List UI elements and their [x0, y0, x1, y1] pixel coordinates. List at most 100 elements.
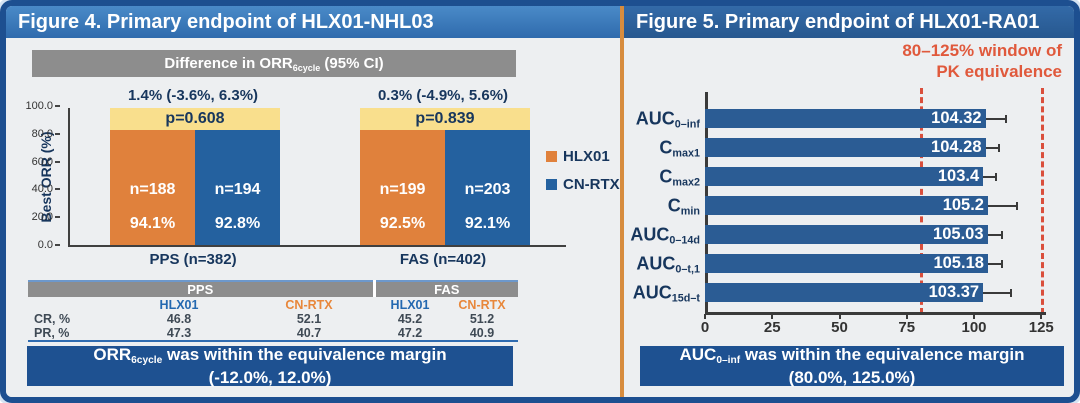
equivalence-line-125	[1041, 88, 1045, 314]
panel-divider	[620, 6, 624, 397]
param-main: C	[667, 195, 681, 215]
row-label: CR, %	[34, 312, 71, 326]
pk-bar: 105.03	[705, 225, 988, 244]
param-sub: 0–14d	[669, 234, 700, 247]
figure5-body: 80–125% window of PK equivalence AUC0–in…	[624, 38, 1074, 397]
ci-label-fas: 0.3% (-4.9%, 5.6%)	[377, 87, 509, 104]
table-group-fas: FAS	[372, 281, 519, 297]
pk-param-label: AUC0–inf	[624, 108, 700, 131]
conclusion-line2: (80.0%, 125.0%)	[788, 367, 916, 387]
param-main: AUC	[632, 282, 672, 302]
y-tick-20: 20.0	[16, 211, 60, 223]
pk-param-label: Cmin	[624, 195, 700, 218]
bar-fas-hlx01: n=199 92.5%	[360, 116, 445, 245]
bar-n-label: n=203	[464, 181, 511, 198]
pk-bar: 105.2	[705, 196, 988, 215]
bar-pct-label: 92.5%	[379, 215, 426, 232]
x-tickmark	[704, 314, 706, 319]
bar-pct-label: 94.1%	[129, 215, 176, 232]
table-col-header: HLX01	[159, 297, 199, 312]
ci-label-pps: 1.4% (-3.6%, 6.3%)	[127, 87, 259, 104]
param-sub: max2	[672, 176, 700, 189]
pk-row-cmin: Cmin 105.2	[624, 195, 1074, 218]
table-cell: 46.8	[166, 312, 192, 326]
bar-pps-hlx01: n=188 94.1%	[110, 114, 195, 245]
figure4-body: Difference in ORR6cycle (95% CI) 1.4% (-…	[6, 38, 620, 397]
pk-row-auc0inf: AUC0–inf 104.32	[624, 108, 1074, 131]
p-value-box-pps: p=0.608	[110, 108, 280, 130]
pk-row-auc014d: AUC0–14d 105.03	[624, 224, 1074, 247]
bar-fas-cnrtx: n=203 92.1%	[445, 116, 530, 245]
table-cell: 40.7	[296, 326, 322, 340]
pk-error-whisker	[983, 172, 997, 181]
pk-row-auc15dt: AUC15d–t 103.37	[624, 282, 1074, 305]
pk-param-label: AUC15d–t	[624, 282, 700, 305]
pk-bar-value: 104.28	[931, 138, 982, 156]
pk-row-cmax2: Cmax2 103.4	[624, 166, 1074, 189]
conclusion-pre: ORR	[93, 344, 132, 364]
conclusion-sub: 0–inf	[716, 355, 741, 367]
x-tickmark	[905, 314, 908, 319]
difference-header-sub: 6cycle	[292, 63, 321, 74]
conclusion-post: was within the equivalence margin	[162, 344, 447, 364]
difference-header-pre: Difference in ORR	[164, 55, 293, 72]
cnrtx-swatch-icon	[546, 179, 557, 190]
pk-bar: 104.28	[705, 138, 986, 157]
pk-window-note: 80–125% window of PK equivalence	[902, 40, 1062, 82]
pk-bar-value: 105.03	[933, 225, 984, 243]
table-row-pr: PR, % 47.3 40.7 47.2 40.9	[28, 326, 518, 341]
table-group-header-row: PPS FAS	[28, 281, 519, 297]
x-tickmark	[973, 314, 975, 319]
pk-window-note-line2: PK equivalence	[936, 62, 1062, 81]
y-tick-100: 100.0	[16, 100, 60, 112]
figure4-panel: Figure 4. Primary endpoint of HLX01-NHL0…	[6, 6, 620, 397]
conclusion-line1: AUC0–inf was within the equivalence marg…	[680, 345, 1025, 368]
pk-error-whisker	[987, 259, 1004, 268]
table-cell: 47.3	[166, 326, 192, 340]
group-label-pps: PPS (n=382)	[149, 251, 237, 268]
pk-param-label: Cmax2	[624, 166, 700, 189]
x-tick-100: 100	[961, 319, 987, 336]
pk-bar-value: 105.2	[942, 196, 984, 214]
legend-item-cnrtx: CN-RTX	[546, 176, 620, 193]
table-cell: 51.2	[469, 312, 495, 326]
table-cell: 52.1	[296, 312, 322, 326]
figure5-title: Figure 5. Primary endpoint of HLX01-RA01	[624, 6, 1074, 38]
table-row-cr: CR, % 46.8 52.1 45.2 51.2	[28, 312, 518, 326]
param-sub: 0–inf	[674, 118, 700, 131]
figure5-conclusion-banner: AUC0–inf was within the equivalence marg…	[640, 345, 1064, 387]
legend-item-hlx01: HLX01	[546, 148, 620, 165]
pk-error-whisker	[987, 230, 1004, 239]
conclusion-pre: AUC	[679, 344, 717, 364]
param-sub: min	[680, 205, 700, 218]
bar-n-label: n=188	[129, 181, 176, 198]
pk-bar-value: 104.32	[931, 109, 982, 127]
y-tick-60: 60.0	[16, 156, 60, 168]
x-tickmark	[838, 314, 841, 319]
pk-bar: 103.37	[705, 283, 984, 302]
param-sub: max1	[672, 147, 700, 160]
pk-bar: 104.32	[705, 109, 986, 128]
chart-legend: HLX01 CN-RTX	[546, 148, 620, 204]
x-tick-125: 125	[1028, 319, 1054, 336]
x-tick-75: 75	[898, 319, 916, 336]
pk-error-whisker	[985, 143, 1000, 152]
legend-label: CN-RTX	[563, 176, 620, 193]
pk-error-whisker	[983, 288, 1013, 297]
param-main: AUC	[635, 108, 675, 128]
pk-row-cmax1: Cmax1 104.28	[624, 137, 1074, 160]
bar-pps-cnrtx: n=194 92.8%	[195, 116, 280, 245]
y-tick-0: 0.0	[16, 239, 60, 251]
pk-bar: 105.18	[705, 254, 988, 273]
pk-bar-value: 103.37	[928, 283, 980, 301]
x-tick-0: 0	[700, 319, 710, 336]
table-corner-cell	[28, 297, 114, 312]
param-main: AUC	[636, 253, 676, 273]
param-main: C	[659, 137, 673, 157]
x-tick-50: 50	[831, 319, 848, 336]
param-main: C	[659, 166, 673, 186]
pk-error-whisker	[985, 114, 1007, 123]
x-tick-25: 25	[763, 319, 781, 336]
x-tickmark	[1040, 314, 1043, 319]
